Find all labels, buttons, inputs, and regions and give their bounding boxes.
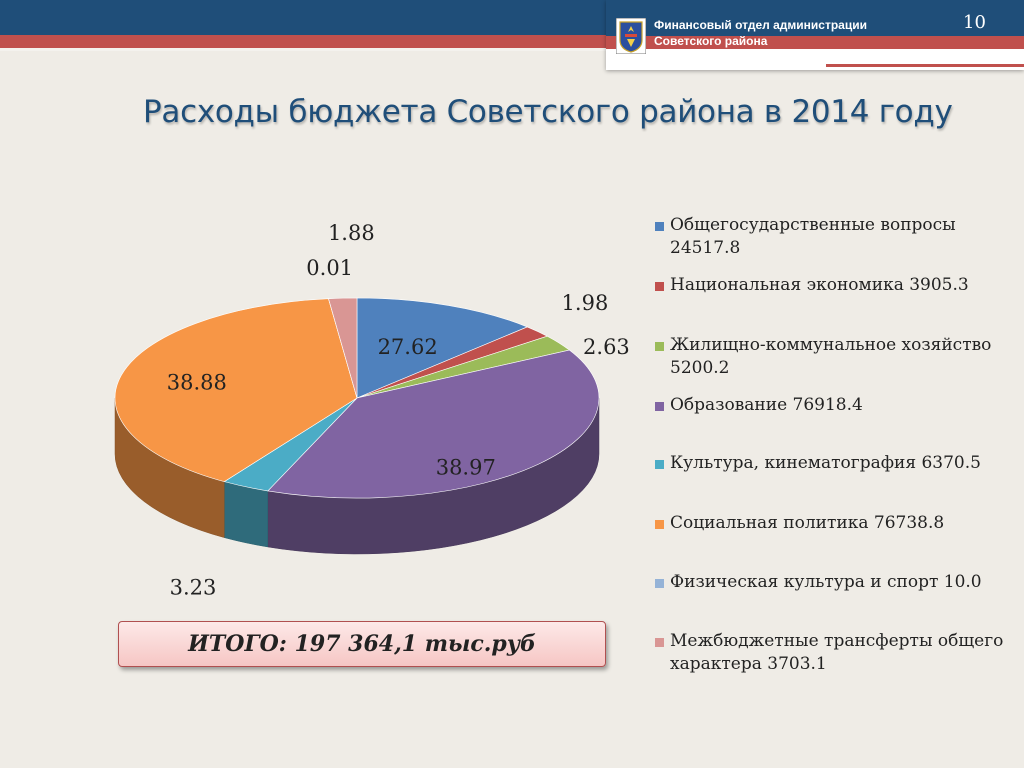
legend-swatch-6 <box>655 579 664 588</box>
top-banner-divider <box>0 48 1024 51</box>
legend-swatch-4 <box>655 460 664 469</box>
data-label-4: 3.23 <box>170 575 217 599</box>
pie-slice-0 <box>356 297 529 399</box>
header-badge <box>606 0 1024 70</box>
legend-label-0: Общегосударственные вопросы 24517.8 <box>670 215 956 258</box>
legend-swatch-7 <box>655 638 664 647</box>
page-number: 10 <box>963 12 986 33</box>
pie-top <box>114 297 600 499</box>
legend-swatch-5 <box>655 520 664 529</box>
pie-side-4 <box>224 481 269 548</box>
data-label-0: 27.62 <box>378 335 438 359</box>
total-box: ИТОГО: 197 364,1 тыс.руб <box>118 621 606 667</box>
legend-label-3: Образование 76918.4 <box>670 395 863 415</box>
legend-swatch-1 <box>655 282 664 291</box>
legend-label-2: Жилищно-коммунальное хозяйство 5200.2 <box>670 335 992 378</box>
total-text: ИТОГО: 197 364,1 тыс.руб <box>188 631 536 657</box>
data-label-7: 1.88 <box>328 221 375 245</box>
slide-title: Расходы бюджета Советского района в 2014… <box>143 94 953 130</box>
legend-swatch-2 <box>655 342 664 351</box>
data-label-1: 1.98 <box>562 291 609 315</box>
pie-sides <box>114 397 600 555</box>
legend-label-4: Культура, кинематография 6370.5 <box>670 453 981 473</box>
legend-label-5: Социальная политика 76738.8 <box>670 513 945 533</box>
data-label-6: 0.01 <box>306 256 353 280</box>
pie-slice-7 <box>328 297 358 399</box>
data-label-2: 2.63 <box>583 335 630 359</box>
legend-swatch-0 <box>655 222 664 231</box>
pie-slice-3 <box>267 349 600 499</box>
org-name-line-2: Советского района <box>654 34 768 48</box>
data-label-3: 38.97 <box>436 456 496 480</box>
coat-of-arms-icon <box>616 18 646 54</box>
data-label-5: 38.88 <box>167 370 227 394</box>
legend-label-1: Национальная экономика 3905.3 <box>670 275 969 295</box>
legend-swatch-3 <box>655 402 664 411</box>
legend-label-6: Физическая культура и спорт 10.0 <box>670 572 982 592</box>
pie-slice-5 <box>114 298 358 482</box>
org-name-line-1: Финансовый отдел администрации <box>654 18 867 32</box>
legend-label-7: Межбюджетные трансферты общего характера… <box>670 631 1004 674</box>
